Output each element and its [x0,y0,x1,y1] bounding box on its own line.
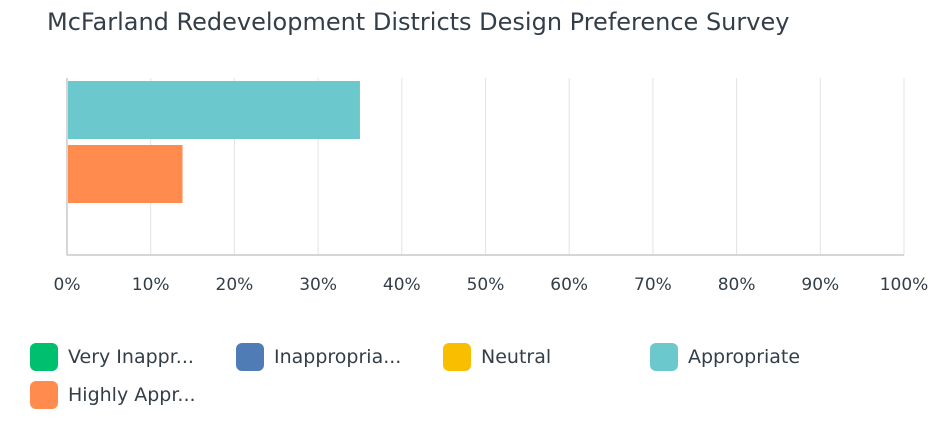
x-tick-label: 70% [634,275,672,295]
legend: Very Inappr... Inappropria... Neutral Ap… [30,342,920,422]
x-tick-label: 30% [299,275,337,295]
x-tick-label: 60% [550,275,588,295]
legend-swatch [30,343,58,371]
legend-item-highly-appropriate[interactable]: Highly Appr... [30,380,196,410]
legend-swatch [443,343,471,371]
x-tick-label: 80% [718,275,756,295]
bar[interactable] [68,81,360,139]
x-tick-label: 40% [383,275,421,295]
legend-swatch [30,381,58,409]
x-tick-label: 20% [216,275,254,295]
legend-item-very-inappropriate[interactable]: Very Inappr... [30,342,194,372]
legend-label: Inappropria... [274,346,402,368]
chart-title: McFarland Redevelopment Districts Design… [47,8,790,36]
legend-item-neutral[interactable]: Neutral [443,342,551,372]
x-tick-label: 10% [132,275,170,295]
legend-item-appropriate[interactable]: Appropriate [650,342,800,372]
legend-swatch [236,343,264,371]
legend-label: Appropriate [688,346,801,368]
bar[interactable] [68,145,183,203]
x-tick-label: 100% [880,275,929,295]
bars [68,81,360,203]
legend-label: Highly Appr... [68,384,196,406]
legend-label: Very Inappr... [68,346,194,368]
x-tick-label: 50% [467,275,505,295]
bar-chart: 0% 10% 20% 30% 40% 50% 60% 70% 80% 90% 100% [54,78,929,295]
axes [66,78,904,256]
legend-item-inappropriate[interactable]: Inappropria... [236,342,401,372]
x-tick-label: 0% [54,275,81,295]
legend-swatch [650,343,678,371]
legend-label: Neutral [481,346,552,368]
x-tick-label: 90% [801,275,839,295]
x-tick-labels: 0% 10% 20% 30% 40% 50% 60% 70% 80% 90% 100% [54,275,929,295]
